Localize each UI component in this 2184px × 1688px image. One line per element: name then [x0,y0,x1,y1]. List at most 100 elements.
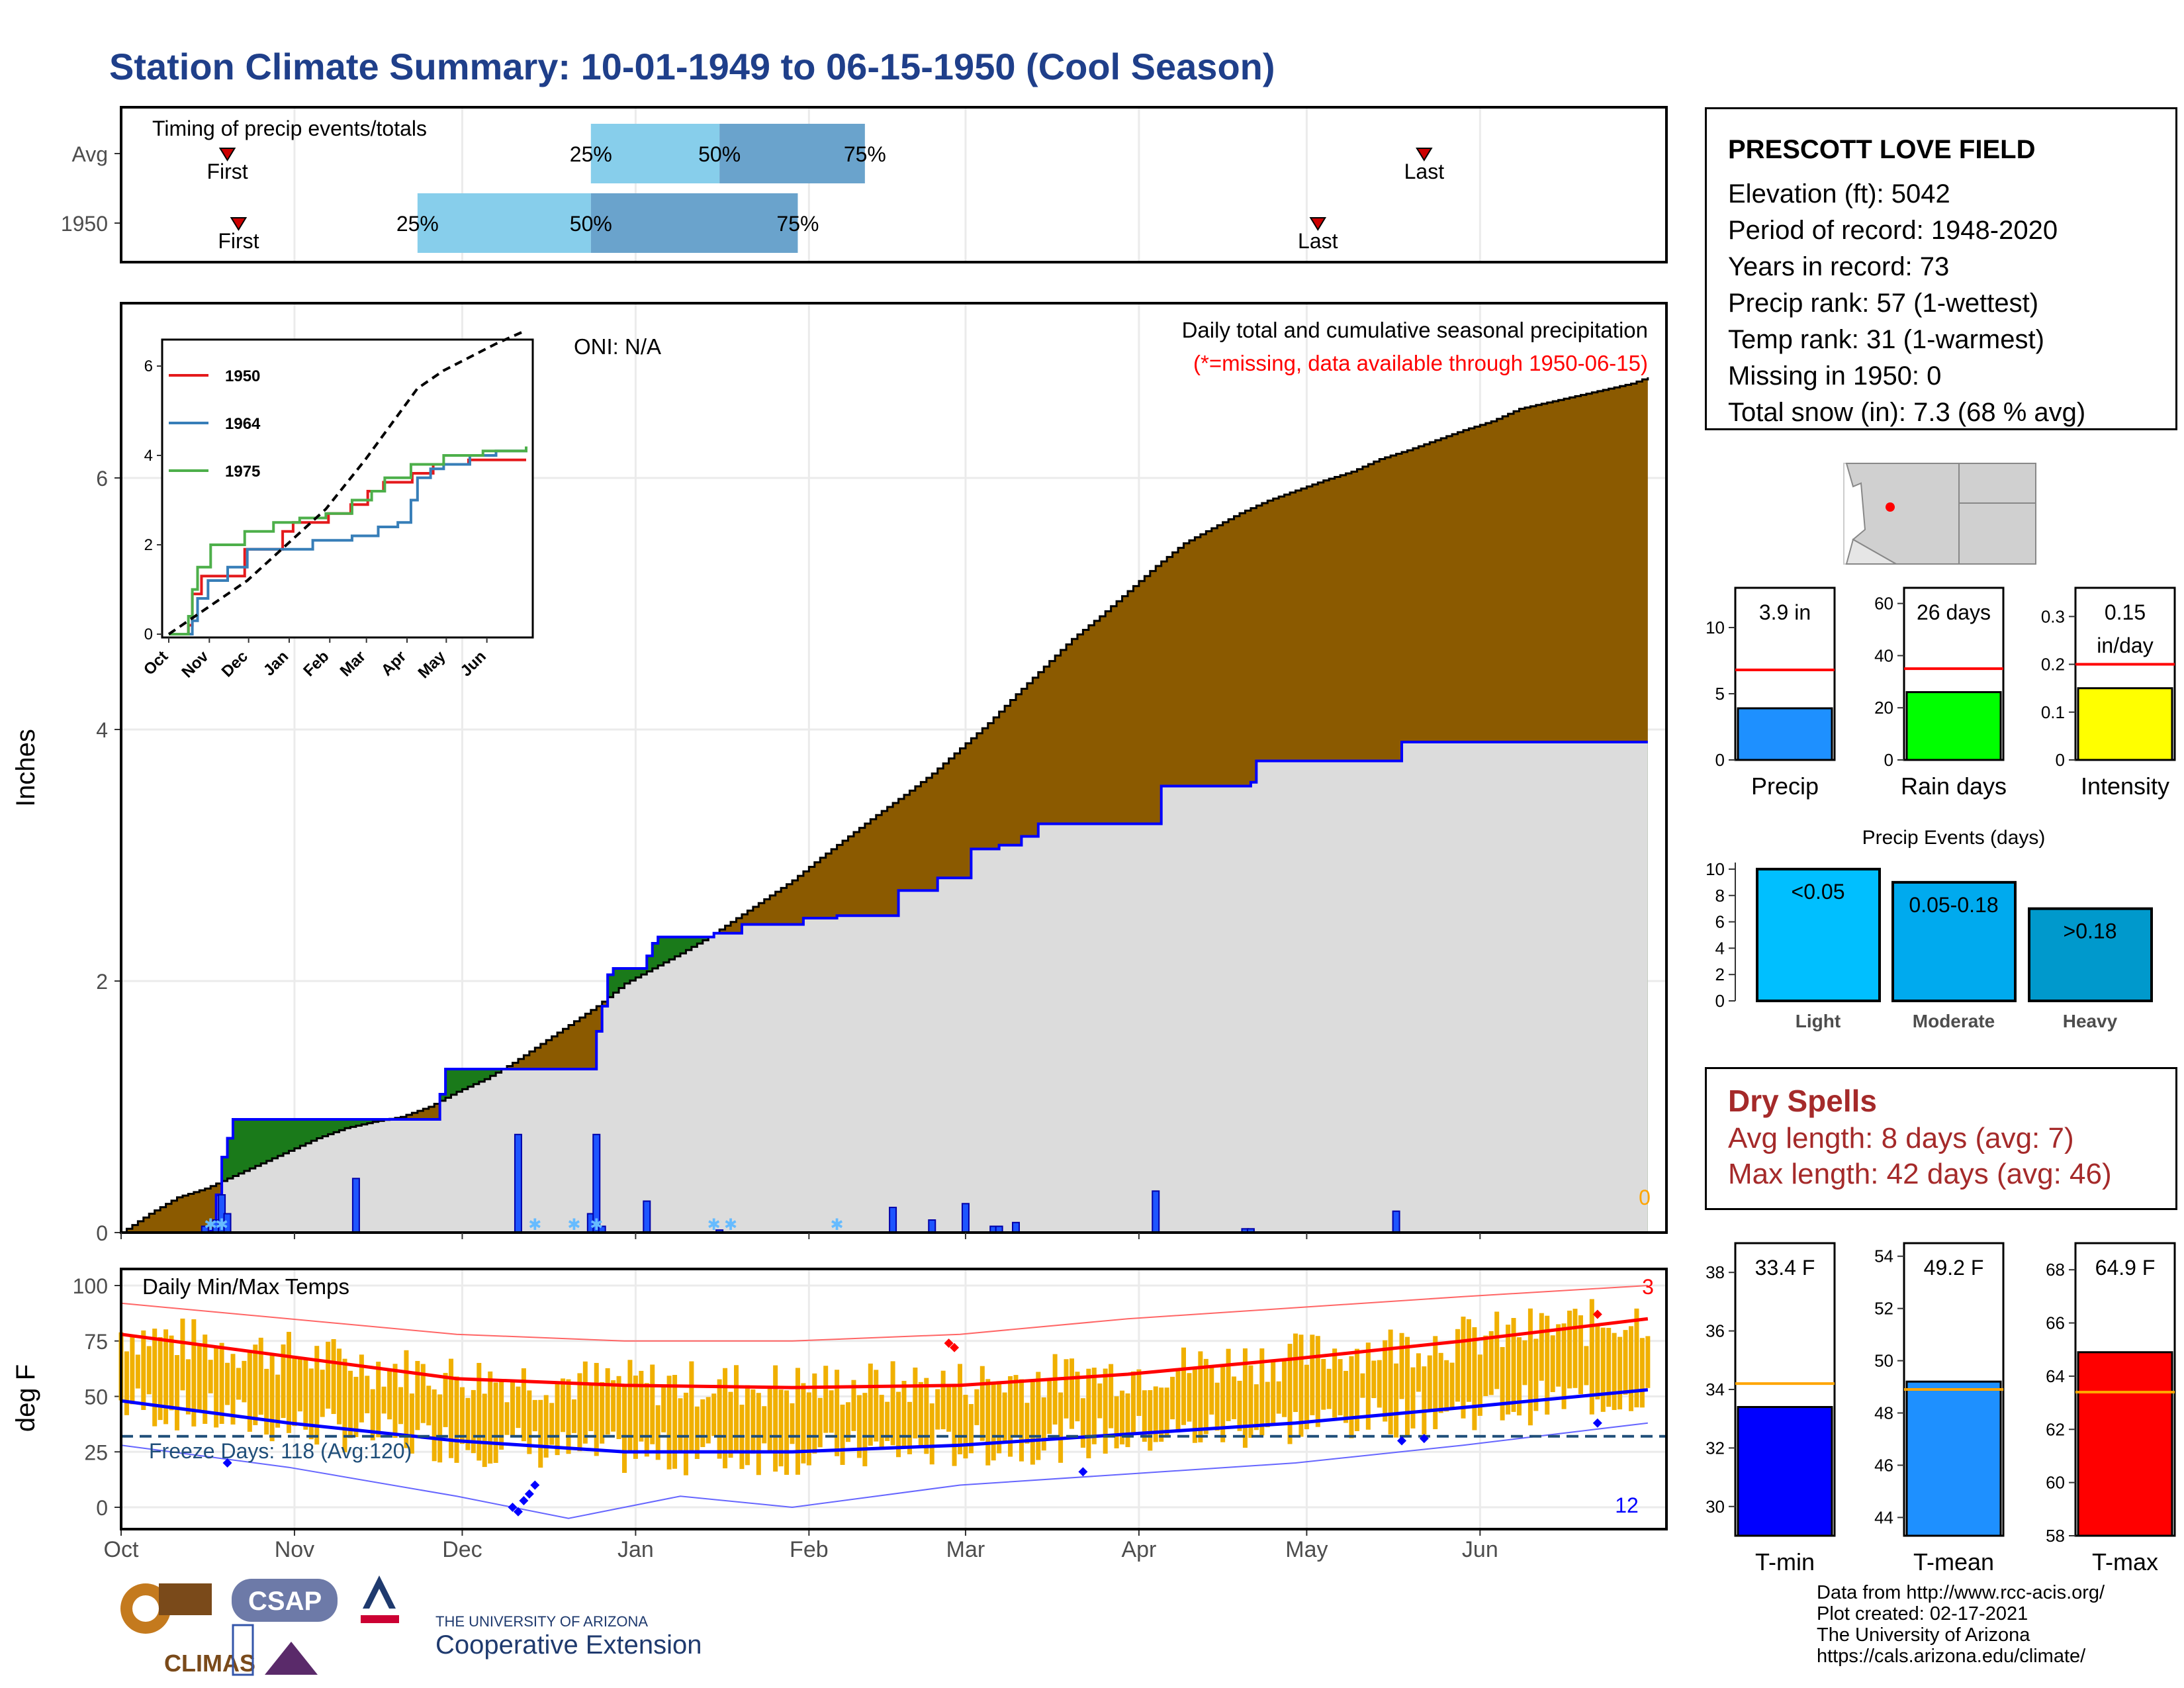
record-low-marker [530,1480,540,1490]
daily-temp-bar [141,1330,146,1410]
timing-bar-25-50 [417,193,591,253]
daily-temp-bar [935,1389,940,1430]
mini-bar-tmean [1905,1380,2002,1537]
daily-temp-bar [745,1385,750,1466]
daily-temp-bar [1645,1336,1651,1388]
daily-temp-bar [527,1390,532,1454]
daily-temp-bar [1466,1319,1471,1402]
daily-temp-bar [840,1404,845,1465]
daily-temp-bar [1629,1326,1633,1411]
daily-temp-bar [230,1354,236,1425]
daily-temp-bar [644,1383,649,1457]
mini-ytick-label: 62 [2046,1419,2065,1439]
mini-ytick-label: 40 [1874,645,1893,665]
daily-temp-bar [1427,1355,1432,1410]
daily-temp-bar [633,1376,638,1459]
xtick-label-may: May [1285,1537,1328,1562]
timing-row-label: Avg [71,142,108,166]
mini-ytick-label: 32 [1706,1438,1725,1458]
precip-annotation-missing: (*=missing, data available through 1950-… [1193,351,1648,375]
xtick-label-oct: Oct [104,1537,139,1562]
daily-temp-bar [1136,1369,1142,1416]
daily-temp-bar [415,1360,420,1430]
daily-temp-bar [1103,1368,1108,1454]
daily-temp-bar [1567,1310,1572,1389]
daily-temp-bar [409,1393,414,1454]
daily-temp-bar [191,1319,197,1427]
daily-temp-bar [449,1358,454,1458]
daily-temp-bar [1109,1364,1114,1429]
daily-temp-bar [359,1354,364,1423]
mini-ytick-label: 44 [1874,1507,1893,1527]
daily-temp-bar [1377,1360,1382,1408]
snow-marker: ✱ [204,1216,217,1234]
daily-temp-bar [1086,1368,1091,1458]
daily-temp-bar [1242,1348,1248,1448]
event-bar-light [1756,867,1881,1003]
daily-temp-bar [152,1329,158,1427]
daily-temp-bar [835,1370,840,1456]
daily-temp-bar [655,1405,660,1460]
daily-temp-bar [767,1387,772,1452]
timing-title: Timing of precip events/totals [152,117,427,140]
record-high-marker [1592,1309,1602,1319]
daily-temp-bar [968,1404,974,1454]
daily-temp-bar [1220,1366,1226,1442]
inset-ytick-label: 4 [144,447,153,465]
event-bar-moderate [1891,880,2017,1003]
cumulative-1950-line [121,741,1648,1234]
daily-temp-bar [1237,1380,1242,1431]
daily-temp-bar [705,1397,711,1444]
daily-temp-bar [1008,1376,1013,1457]
station-location-dot [1886,502,1895,512]
daily-temp-bar [1522,1340,1527,1385]
daily-temp-bar [555,1383,560,1456]
daily-temp-bar [1472,1327,1477,1430]
inset-series-line [167,329,527,635]
avg-min-line [120,1387,1649,1454]
mini-ytick-label: 36 [1706,1321,1725,1341]
daily-temp-bar [600,1382,605,1444]
daily-temp-bar [566,1379,571,1454]
dry-spells-avg: Avg length: 8 days (avg: 7) [1728,1122,2074,1154]
temp-ytick-label: 0 [96,1496,108,1520]
precip-ytick-label: 0 [96,1221,108,1245]
daily-temp-bar [997,1381,1002,1454]
event-category-label: Heavy [2063,1011,2118,1031]
timing-label-last: Last [1404,160,1445,183]
daily-temp-bar [1013,1375,1019,1437]
daily-temp-bar [1494,1311,1500,1389]
timing-marker-first [218,148,236,162]
timing-label-25: 25% [396,212,439,236]
mini-ytick-label: 60 [1874,594,1893,614]
daily-temp-bar [1181,1347,1186,1425]
daily-temp-bar [790,1403,795,1444]
daily-temp-bar [135,1354,140,1389]
daily-temp-bar [1617,1336,1623,1410]
snow-marker: ✱ [590,1216,603,1234]
daily-temp-bar [219,1342,224,1425]
daily-temp-bar [1091,1368,1097,1444]
daily-temp-bar [532,1399,537,1432]
precip-ytick-label: 2 [96,970,108,994]
mini-ytick-label: 58 [2046,1526,2065,1546]
daily-temp-bar [650,1364,655,1444]
event-category-label: Light [1796,1011,1841,1031]
record-low-marker [222,1458,232,1468]
record-low-count: 12 [1615,1493,1639,1517]
daily-temp-bar [862,1393,868,1467]
daily-temp-bar [1584,1346,1589,1385]
timing-row-label: 1950 [61,212,108,236]
daily-temp-bar [1159,1387,1164,1442]
record-low-marker [524,1489,534,1499]
daily-temp-bar [561,1378,566,1432]
daily-temp-bar [1214,1382,1220,1431]
daily-temp-bar [1164,1387,1169,1438]
daily-temp-bar [1517,1337,1522,1416]
station-missing: Missing in 1950: 0 [1728,361,1942,391]
temp-title: Daily Min/Max Temps [142,1274,349,1299]
daily-precip-bar [1152,1190,1160,1234]
daily-temp-bar [1511,1318,1516,1412]
daily-temp-bar [253,1344,258,1425]
timing-bar-50-75 [719,124,865,183]
